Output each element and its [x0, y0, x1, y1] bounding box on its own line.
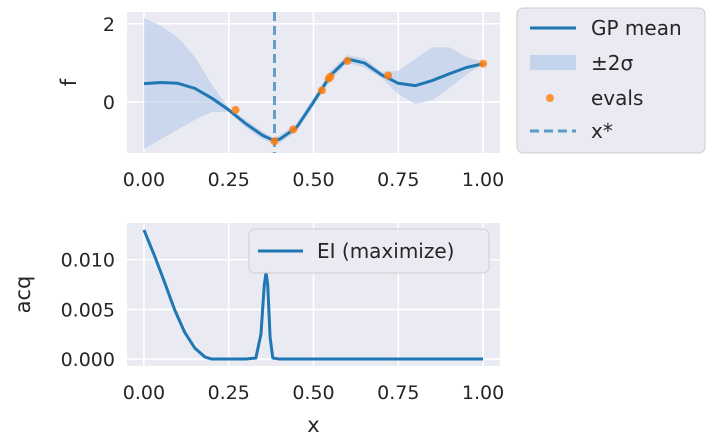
eval-point — [479, 59, 488, 68]
gp-mean-line — [143, 57, 484, 142]
acq-legend: EI (maximize) — [248, 228, 490, 274]
eval-point — [270, 137, 279, 146]
legend-ei-label: EI (maximize) — [317, 239, 454, 263]
ei-line — [142, 229, 484, 361]
gp-legend: GP mean ±2σ evals x* — [516, 7, 706, 154]
legend-gp-mean-label: GP mean — [591, 16, 682, 40]
gp-xtick-label: 0.50 — [292, 169, 334, 191]
acq-xtick-label: 1.00 — [462, 382, 504, 404]
gp-plot-area — [143, 12, 488, 153]
gp-xtick-label: 1.00 — [462, 169, 504, 191]
gp-ytick-label: 2 — [103, 14, 115, 36]
gp-ylabel: f — [57, 78, 81, 86]
eval-point — [326, 72, 335, 81]
eval-point — [317, 86, 326, 95]
legend-band-swatch — [530, 55, 576, 70]
acq-xtick-label: 0.00 — [123, 382, 165, 404]
legend-evals-label: evals — [591, 86, 643, 110]
gp-xtick-label: 0.75 — [377, 169, 419, 191]
acq-xlabel: x — [307, 413, 319, 437]
legend-xstar-label: x* — [591, 119, 613, 143]
gp-xtick-label: 0.25 — [208, 169, 250, 191]
gp-xtick-label: 0.00 — [123, 169, 165, 191]
eval-point — [343, 56, 352, 65]
acq-legend-frame — [248, 228, 490, 274]
gp-uncertainty-band — [143, 17, 484, 150]
acq-ytick-label: 0.000 — [61, 349, 115, 371]
eval-point — [231, 105, 240, 114]
acq-plot-area — [142, 229, 484, 361]
gp-axes: 0.00 0.25 0.50 0.75 1.00 0 2 f — [57, 12, 504, 191]
acq-tick-labels: 0.00 0.25 0.50 0.75 1.00 0.000 0.005 0.010 — [61, 250, 505, 404]
legend-evals-swatch — [546, 94, 554, 102]
gp-ytick-label: 0 — [103, 92, 115, 114]
gp-legend-frame — [516, 7, 706, 154]
gp-tick-labels: 0.00 0.25 0.50 0.75 1.00 0 2 — [103, 14, 504, 191]
acq-xtick-label: 0.50 — [292, 382, 334, 404]
eval-point — [384, 71, 393, 80]
acq-ytick-label: 0.010 — [61, 250, 115, 272]
acq-ylabel: acq — [11, 276, 35, 314]
acq-xtick-label: 0.25 — [208, 382, 250, 404]
acq-xtick-label: 0.75 — [377, 382, 419, 404]
eval-point — [289, 125, 298, 134]
legend-band-label: ±2σ — [591, 51, 633, 75]
acq-ytick-label: 0.005 — [61, 299, 115, 321]
